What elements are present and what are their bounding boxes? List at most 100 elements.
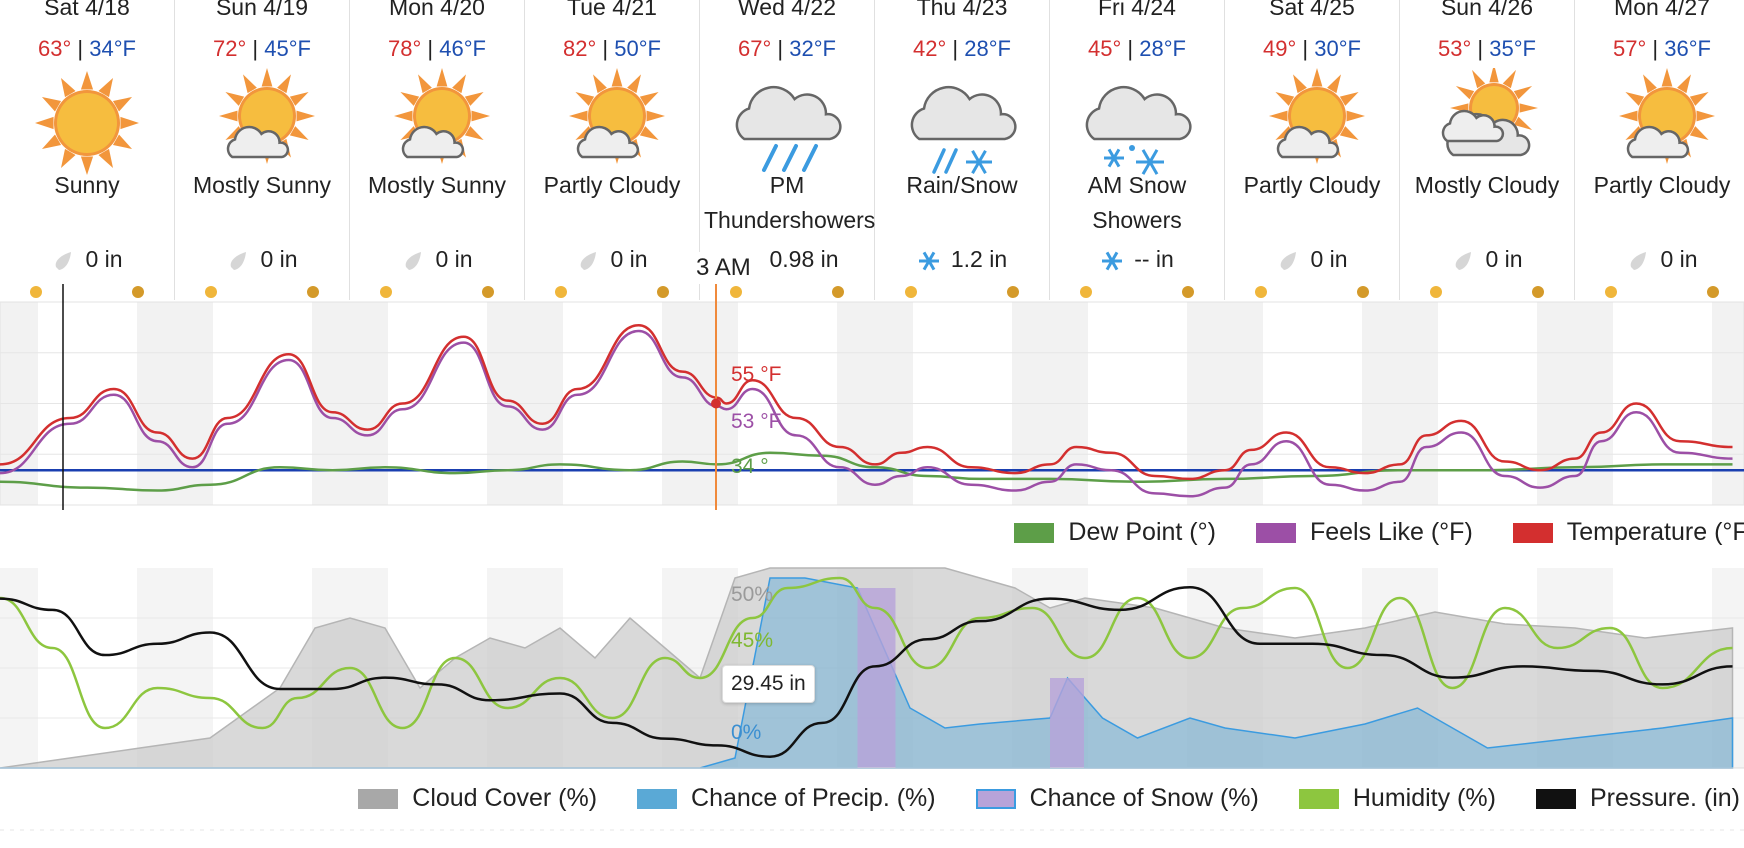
snowflake-icon bbox=[1102, 251, 1123, 271]
sunrise-dot bbox=[1430, 286, 1442, 298]
day-condition: PM Thundershowers bbox=[704, 172, 876, 233]
precip-amount: 1.2 in bbox=[950, 246, 1008, 272]
high-temp: 49° bbox=[1263, 36, 1297, 61]
legend-label: Dew Point (°) bbox=[1068, 518, 1216, 546]
sunset-dot bbox=[307, 286, 319, 298]
sun-icon bbox=[35, 71, 139, 175]
day-temps: 82° | 50°F bbox=[563, 36, 661, 61]
night-band bbox=[175, 568, 213, 768]
day-condition: Partly Cloudy bbox=[543, 172, 681, 198]
legend-item[interactable]: Dew Point (°) bbox=[1014, 518, 1216, 547]
snow-bar bbox=[857, 588, 896, 768]
legend-item[interactable]: Temperature (°F) bbox=[1512, 518, 1744, 547]
day-column[interactable]: Tue 4/21 82° | 50°F Partly Cloudy 0 in bbox=[525, 0, 700, 300]
sunrise-dot bbox=[380, 286, 392, 298]
raindrop-icon bbox=[581, 251, 597, 270]
legend-label: Cloud Cover (%) bbox=[412, 784, 598, 812]
day-column[interactable]: Sat 4/18 63° | 34°F Sunny 0 in bbox=[0, 0, 175, 300]
night-band bbox=[1362, 568, 1400, 768]
high-temp: 42° bbox=[913, 36, 947, 61]
day-column[interactable]: Sun 4/26 53° | 35°F Mostly Cloudy 0 in bbox=[1400, 0, 1575, 300]
precip-area bbox=[0, 577, 1734, 769]
legend-swatch bbox=[975, 788, 1016, 809]
legend-item[interactable]: Chance of Snow (%) bbox=[975, 784, 1259, 813]
day-column[interactable]: Sat 4/25 49° | 30°F Partly Cloudy 0 in bbox=[1225, 0, 1400, 300]
day-date: Mon 4/27 bbox=[1614, 0, 1710, 20]
temperature-chart bbox=[0, 270, 1744, 510]
high-temp: 53° bbox=[1438, 36, 1472, 61]
sunrise-dot bbox=[1255, 286, 1267, 298]
high-temp: 45° bbox=[1088, 36, 1122, 61]
raindrop-icon bbox=[1456, 251, 1472, 270]
sunrise-dot bbox=[905, 286, 917, 298]
precip-amount: 0 in bbox=[260, 246, 298, 272]
sunrise-dot bbox=[205, 286, 217, 298]
night-band bbox=[350, 568, 388, 768]
legend-item[interactable]: Humidity (%) bbox=[1298, 784, 1496, 813]
low-temp: 50°F bbox=[614, 36, 661, 61]
legend-swatch bbox=[1255, 522, 1296, 543]
sunrise-dot bbox=[1080, 286, 1092, 298]
day-temps: 63° | 34°F bbox=[38, 36, 136, 61]
legend-swatch bbox=[1298, 788, 1339, 809]
precip-amount: 0 in bbox=[1485, 246, 1523, 272]
day-column[interactable]: Mon 4/20 78° | 46°F Mostly Sunny 0 in bbox=[350, 0, 525, 300]
cursor-pressure-tooltip: 29.45 in bbox=[722, 665, 815, 703]
day-precip: 1.2 in bbox=[875, 246, 1049, 273]
cloud-sun-icon bbox=[1441, 68, 1538, 157]
night-band bbox=[662, 568, 700, 768]
raindrop-icon bbox=[1631, 251, 1647, 270]
day-precip: 0 in bbox=[0, 246, 174, 273]
night-band bbox=[1050, 568, 1088, 768]
cursor-humidity-label: 45% bbox=[731, 629, 774, 652]
legend-item[interactable]: Chance of Precip. (%) bbox=[637, 784, 936, 813]
series-line-dew bbox=[0, 451, 1733, 492]
day-date: Thu 4/23 bbox=[916, 0, 1008, 20]
night-band bbox=[1400, 568, 1438, 768]
cursor-temp-label: 55 °F bbox=[731, 363, 782, 386]
day-condition: Mostly Sunny bbox=[192, 172, 332, 198]
legend-item[interactable]: Pressure. (in) bbox=[1535, 784, 1740, 813]
day-temps: 53° | 35°F bbox=[1438, 36, 1536, 61]
low-temp: 36°F bbox=[1664, 36, 1711, 61]
day-date: Wed 4/22 bbox=[737, 0, 837, 20]
high-temp: 78° bbox=[388, 36, 422, 61]
sunrise-dot bbox=[1605, 286, 1617, 298]
day-column[interactable]: Mon 4/27 57° | 36°F Partly Cloudy 0 in bbox=[1575, 0, 1744, 300]
day-column[interactable]: Fri 4/24 45° | 28°F AM Snow Showers -- in bbox=[1050, 0, 1225, 300]
legend-item[interactable]: Cloud Cover (%) bbox=[358, 784, 597, 813]
day-temps: 57° | 36°F bbox=[1613, 36, 1711, 61]
chart-frame bbox=[0, 301, 1744, 506]
night-band bbox=[487, 568, 525, 768]
raindrop-icon bbox=[56, 251, 72, 270]
sunset-dot bbox=[1182, 286, 1194, 298]
raindrop-icon bbox=[231, 251, 247, 270]
day-column[interactable]: Wed 4/22 67° | 32°F PM Thundershowers 0.98 … bbox=[700, 0, 875, 300]
sunset-dot bbox=[657, 286, 669, 298]
day-column[interactable]: Thu 4/23 42° | 28°F Rain/Snow 1.2 in bbox=[875, 0, 1050, 300]
night-band bbox=[837, 568, 875, 768]
sunrise-dot bbox=[30, 286, 42, 298]
day-column[interactable]: Sun 4/19 72° | 45°F Mostly Sunny 0 in bbox=[175, 0, 350, 300]
day-condition: Partly Cloudy bbox=[1593, 172, 1731, 198]
legend-item[interactable]: Feels Like (°F) bbox=[1255, 518, 1473, 547]
legend-swatch bbox=[358, 788, 399, 809]
cursor-precip-label: 0% bbox=[731, 721, 762, 744]
day-temps: 42° | 28°F bbox=[913, 36, 1011, 61]
day-temps: 45° | 28°F bbox=[1088, 36, 1186, 61]
sun-cloud-icon bbox=[1619, 68, 1715, 164]
legend-label: Feels Like (°F) bbox=[1309, 518, 1473, 546]
day-temps: 67° | 32°F bbox=[738, 36, 836, 61]
sun-cloud-icon bbox=[569, 68, 665, 164]
temperature-legend: Dew Point (°) Feels Like (°F) Temperature … bbox=[974, 518, 1744, 547]
sunset-dot bbox=[1007, 286, 1019, 298]
raindrop-icon bbox=[1281, 251, 1297, 270]
legend-swatch bbox=[637, 788, 678, 809]
cursor-feels-label: 53 °F bbox=[731, 410, 782, 433]
day-temps: 78° | 46°F bbox=[388, 36, 486, 61]
night-band bbox=[0, 568, 38, 768]
night-band bbox=[137, 568, 175, 768]
low-temp: 30°F bbox=[1314, 36, 1361, 61]
precip-amount: 0 in bbox=[435, 246, 473, 272]
rain-cloud-icon bbox=[735, 85, 842, 172]
